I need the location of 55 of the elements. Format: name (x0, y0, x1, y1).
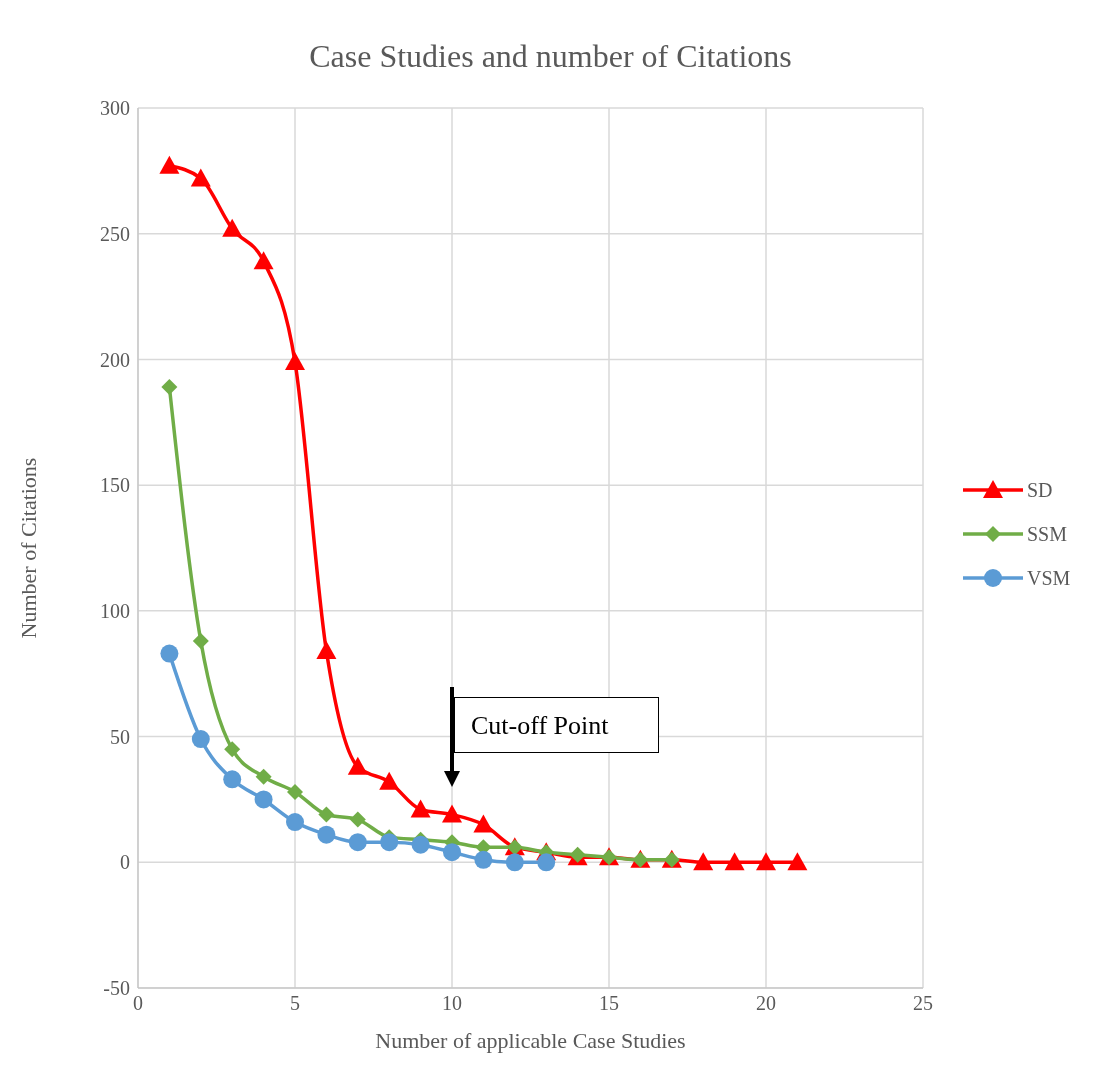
point (192, 633, 209, 650)
point (224, 741, 241, 758)
point (537, 853, 556, 872)
chart-title: Case Studies and number of Citations (308, 38, 793, 75)
point (191, 730, 210, 749)
point (473, 814, 494, 833)
point (379, 771, 400, 790)
y-tick-label: 0 (120, 851, 130, 874)
legend-label: SD (1027, 478, 1053, 502)
y-tick-label: 200 (100, 348, 130, 371)
point (348, 833, 367, 852)
x-tick-label: 5 (290, 992, 300, 1015)
point (190, 168, 211, 187)
point (222, 218, 243, 237)
y-tick-label: -50 (103, 977, 130, 1000)
point (287, 783, 303, 800)
point (160, 644, 179, 663)
y-tick-label: 100 (100, 599, 130, 622)
point (223, 770, 242, 789)
x-tick-label: 10 (442, 992, 462, 1015)
point (255, 768, 272, 785)
x-tick-label: 25 (913, 992, 933, 1015)
point (285, 351, 305, 370)
x-tick-label: 15 (599, 992, 619, 1015)
point (474, 850, 493, 869)
point (318, 806, 335, 823)
point (693, 852, 714, 871)
point (253, 251, 274, 270)
legend-label: VSM (1027, 566, 1071, 590)
x-tick-label: 20 (756, 992, 776, 1015)
point (410, 799, 431, 818)
point (724, 852, 745, 871)
y-tick-label: 50 (110, 725, 130, 748)
point (443, 843, 461, 862)
point (349, 811, 366, 828)
point (347, 756, 368, 775)
point (317, 825, 336, 844)
point (380, 833, 399, 852)
point (159, 155, 180, 174)
y-axis-title: Number of Citations (15, 457, 41, 639)
point (161, 379, 178, 396)
point (787, 852, 808, 871)
point (505, 853, 524, 872)
point (286, 813, 304, 832)
y-tick-label: 250 (100, 222, 130, 245)
point (411, 835, 430, 854)
y-tick-label: 150 (100, 474, 130, 497)
legend-label: SSM (1027, 522, 1068, 546)
point (254, 790, 273, 809)
y-tick-label: 300 (100, 97, 130, 120)
point (442, 804, 462, 823)
point (756, 852, 776, 871)
x-axis-title: Number of applicable Case Studies (375, 1028, 686, 1053)
annotation: Cut-off Point (454, 696, 659, 753)
point (316, 641, 337, 660)
